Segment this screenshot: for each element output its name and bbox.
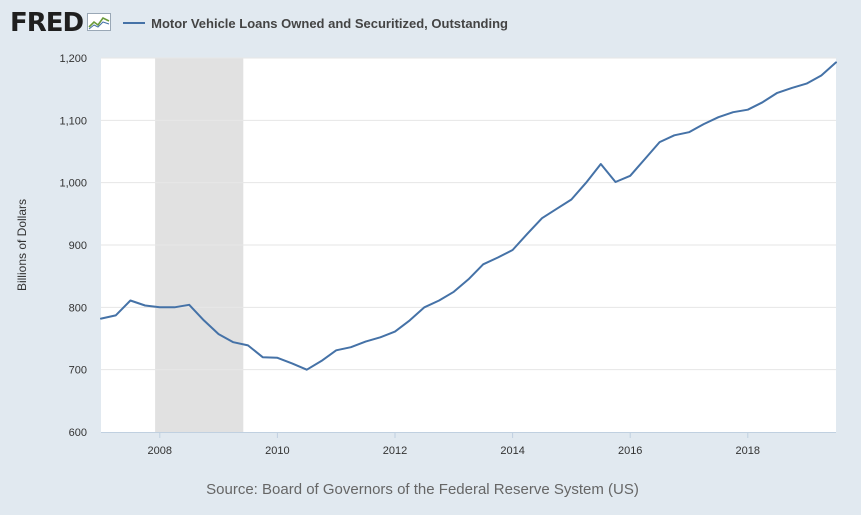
x-tick-label: 2014 (500, 445, 524, 457)
fred-logo[interactable]: FRED (10, 8, 84, 38)
x-tick-label: 2012 (383, 445, 407, 457)
legend-label: Motor Vehicle Loans Owned and Securitize… (151, 15, 508, 31)
chart-legend[interactable]: Motor Vehicle Loans Owned and Securitize… (123, 16, 508, 31)
series-line (100, 61, 837, 371)
x-tick-label: 2018 (736, 445, 760, 457)
y-tick-label: 1,100 (59, 115, 87, 127)
x-tick-label: 2016 (618, 445, 642, 457)
legend-swatch (123, 22, 146, 24)
y-tick-label: 1,000 (59, 178, 87, 190)
chart-header: FRED Motor Vehicle Loans Owned and Secur… (10, 8, 850, 38)
y-tick-label: 800 (69, 302, 87, 314)
chart-line-icon (87, 12, 112, 36)
y-axis-label: Billions of Dollars (15, 198, 29, 292)
x-tick-label: 2008 (148, 445, 172, 457)
y-tick-label: 600 (69, 427, 87, 439)
y-tick-label: 700 (69, 365, 87, 377)
x-tick-label: 2010 (265, 445, 289, 457)
y-tick-label: 900 (69, 240, 87, 252)
y-tick-label: 1,200 (59, 53, 87, 65)
source-note: Source: Board of Governors of the Federa… (206, 481, 639, 498)
bottom-strip (0, 515, 861, 518)
